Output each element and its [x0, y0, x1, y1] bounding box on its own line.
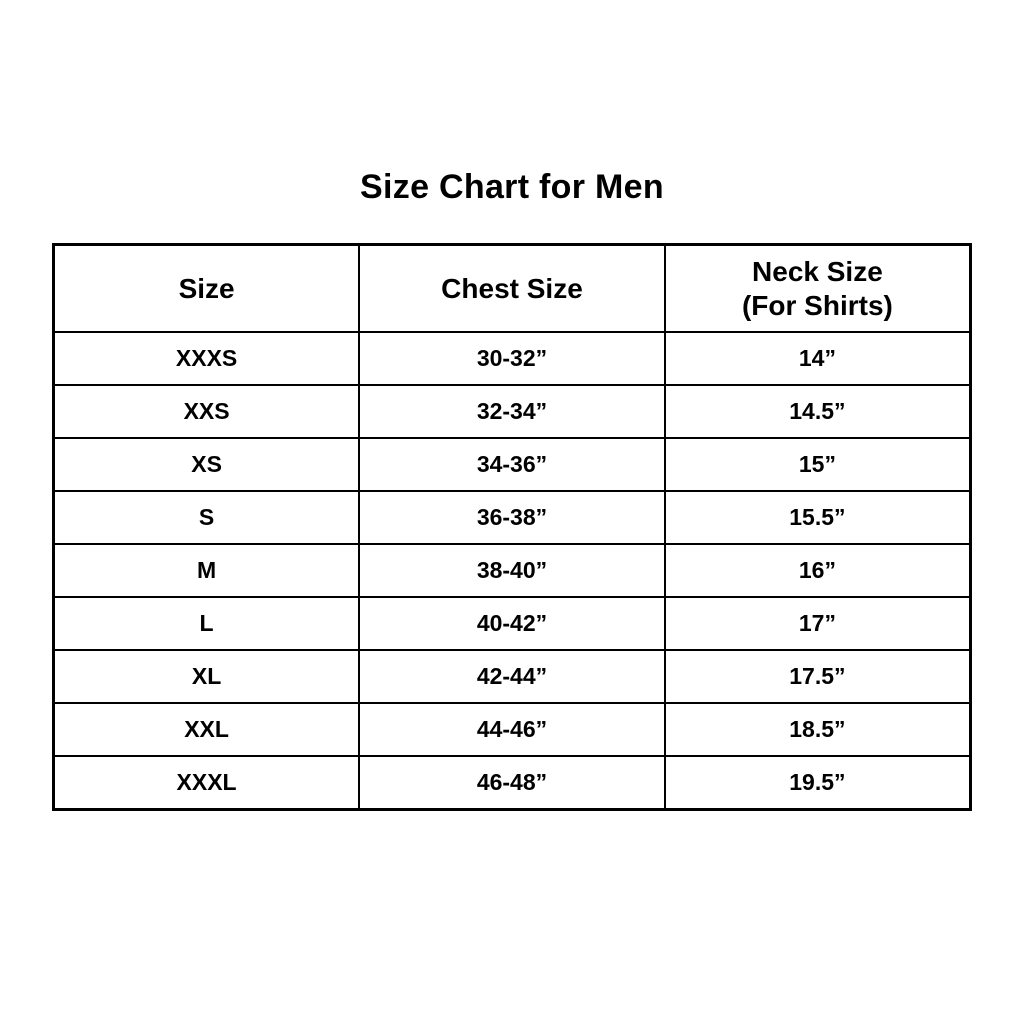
column-header-neck-size-label: Neck Size [752, 256, 883, 288]
cell-neck-size: 16” [663, 543, 972, 598]
cell-neck-size: 14” [663, 331, 972, 386]
cell-size: L [52, 596, 361, 651]
column-header-neck-size: Neck Size (For Shirts) [663, 243, 972, 333]
cell-chest-size: 44-46” [358, 702, 666, 757]
cell-neck-size: 17” [663, 596, 972, 651]
table-row: XXS 32-34” 14.5” [52, 384, 972, 439]
cell-neck-size: 14.5” [663, 384, 972, 439]
page-title: Size Chart for Men [360, 168, 664, 206]
cell-neck-size: 18.5” [663, 702, 972, 757]
cell-chest-size: 40-42” [358, 596, 666, 651]
table-row: M 38-40” 16” [52, 543, 972, 598]
column-header-chest-size: Chest Size [358, 243, 666, 333]
column-header-size: Size [52, 243, 361, 333]
cell-chest-size: 36-38” [358, 490, 666, 545]
cell-size: S [52, 490, 361, 545]
table-body: XXXS 30-32” 14” XXS 32-34” 14.5” XS 34-36” 15” S 3… [52, 331, 972, 811]
table-row: XS 34-36” 15” [52, 437, 972, 492]
cell-size: XXXL [52, 755, 361, 811]
size-chart-table: Size Chest Size Neck Size (For Shirts) X… [52, 243, 972, 811]
cell-chest-size: 32-34” [358, 384, 666, 439]
cell-neck-size: 17.5” [663, 649, 972, 704]
table-header-row: Size Chest Size Neck Size (For Shirts) [52, 243, 972, 333]
cell-chest-size: 42-44” [358, 649, 666, 704]
cell-size: M [52, 543, 361, 598]
cell-neck-size: 15” [663, 437, 972, 492]
cell-size: XXL [52, 702, 361, 757]
table-row: XXXS 30-32” 14” [52, 331, 972, 386]
cell-chest-size: 34-36” [358, 437, 666, 492]
cell-chest-size: 38-40” [358, 543, 666, 598]
cell-neck-size: 15.5” [663, 490, 972, 545]
table-row: XL 42-44” 17.5” [52, 649, 972, 704]
table-row: XXXL 46-48” 19.5” [52, 755, 972, 811]
cell-size: XS [52, 437, 361, 492]
table-row: L 40-42” 17” [52, 596, 972, 651]
column-header-chest-size-label: Chest Size [441, 272, 583, 304]
cell-size: XXS [52, 384, 361, 439]
cell-size: XL [52, 649, 361, 704]
cell-neck-size: 19.5” [663, 755, 972, 811]
table-row: XXL 44-46” 18.5” [52, 702, 972, 757]
column-header-neck-size-sublabel: (For Shirts) [741, 289, 893, 321]
cell-chest-size: 30-32” [358, 331, 666, 386]
table-row: S 36-38” 15.5” [52, 490, 972, 545]
column-header-size-label: Size [178, 272, 235, 304]
cell-chest-size: 46-48” [358, 755, 666, 811]
cell-size: XXXS [52, 331, 361, 386]
